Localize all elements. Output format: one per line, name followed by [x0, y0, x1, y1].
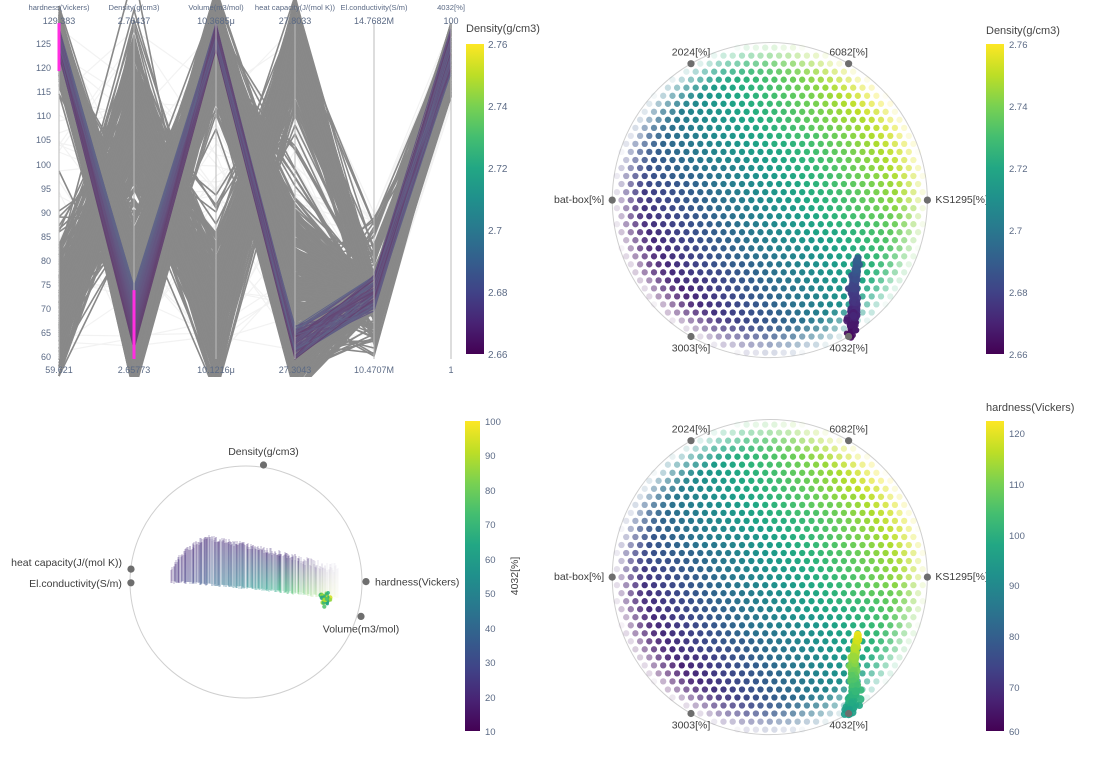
svg-text:100: 100	[36, 160, 51, 170]
svg-text:2.7: 2.7	[488, 226, 502, 237]
svg-text:90: 90	[485, 451, 496, 462]
svg-text:2.72: 2.72	[1009, 164, 1028, 175]
svg-text:27.8033: 27.8033	[279, 16, 312, 26]
svg-text:50: 50	[485, 589, 496, 600]
svg-text:10: 10	[485, 727, 496, 738]
svg-text:2024[%]: 2024[%]	[672, 47, 711, 59]
svg-text:2.76437: 2.76437	[118, 16, 151, 26]
svg-text:2.74: 2.74	[488, 102, 508, 113]
svg-text:2024[%]: 2024[%]	[672, 424, 711, 436]
svg-text:2.68: 2.68	[488, 288, 508, 299]
svg-text:2.65773: 2.65773	[118, 365, 151, 375]
svg-text:110: 110	[37, 111, 51, 121]
svg-text:27.3043: 27.3043	[279, 365, 312, 375]
svg-text:80: 80	[1009, 632, 1020, 643]
svg-text:80: 80	[41, 256, 51, 266]
svg-text:59.621: 59.621	[45, 365, 73, 375]
svg-text:Volume(m3/mol): Volume(m3/mol)	[188, 3, 244, 12]
svg-text:115: 115	[37, 87, 51, 97]
svg-text:10.3685μ: 10.3685μ	[197, 16, 235, 26]
svg-text:KS1295[%]: KS1295[%]	[935, 194, 988, 206]
svg-text:60: 60	[41, 352, 51, 362]
svg-text:65: 65	[41, 328, 51, 338]
svg-text:60: 60	[1009, 727, 1020, 738]
svg-text:hardness(Vickers): hardness(Vickers)	[375, 577, 459, 589]
svg-text:Volume(m3/mol): Volume(m3/mol)	[323, 623, 399, 635]
svg-text:2.72: 2.72	[488, 164, 508, 175]
svg-text:100: 100	[485, 417, 501, 428]
svg-text:20: 20	[485, 693, 496, 704]
svg-text:2.74: 2.74	[1009, 102, 1028, 113]
svg-text:10.4707M: 10.4707M	[354, 365, 394, 375]
svg-text:120: 120	[36, 63, 51, 73]
svg-text:90: 90	[41, 208, 51, 218]
svg-text:100: 100	[1009, 531, 1025, 542]
svg-text:10.1216μ: 10.1216μ	[197, 365, 235, 375]
svg-text:14.7682M: 14.7682M	[354, 16, 394, 26]
svg-text:4032[%]: 4032[%]	[829, 343, 868, 355]
svg-text:heat capacity(J/(mol K)): heat capacity(J/(mol K))	[11, 557, 122, 569]
svg-text:4032[%]: 4032[%]	[509, 557, 521, 596]
svg-text:60: 60	[485, 555, 496, 566]
svg-text:2.76: 2.76	[488, 40, 508, 51]
svg-text:2.7: 2.7	[1009, 226, 1022, 237]
svg-text:KS1295[%]: KS1295[%]	[935, 571, 988, 583]
svg-text:70: 70	[485, 520, 496, 531]
svg-text:Density(g/cm3): Density(g/cm3)	[228, 446, 299, 458]
svg-text:90: 90	[1009, 581, 1020, 592]
svg-text:Density(g/cm3): Density(g/cm3)	[108, 3, 160, 12]
svg-text:1: 1	[448, 365, 453, 375]
svg-text:6082[%]: 6082[%]	[829, 47, 868, 59]
svg-text:110: 110	[1009, 480, 1024, 491]
svg-text:30: 30	[485, 658, 496, 669]
svg-text:75: 75	[41, 280, 51, 290]
svg-text:2.76: 2.76	[1009, 40, 1028, 51]
svg-text:95: 95	[41, 184, 51, 194]
svg-text:6082[%]: 6082[%]	[829, 424, 868, 436]
svg-text:85: 85	[41, 232, 51, 242]
svg-text:70: 70	[1009, 683, 1020, 694]
svg-text:70: 70	[41, 304, 51, 314]
svg-text:El.conductivity(S/m): El.conductivity(S/m)	[340, 3, 408, 12]
svg-text:hardness(Vickers): hardness(Vickers)	[986, 402, 1074, 414]
svg-text:3003[%]: 3003[%]	[672, 720, 711, 732]
svg-text:Density(g/cm3): Density(g/cm3)	[466, 23, 540, 35]
svg-text:bat-box[%]: bat-box[%]	[554, 571, 604, 583]
svg-text:120: 120	[1009, 429, 1025, 440]
svg-text:105: 105	[36, 135, 51, 145]
svg-text:3003[%]: 3003[%]	[672, 343, 711, 355]
svg-text:4032[%]: 4032[%]	[829, 720, 868, 732]
svg-text:Density(g/cm3): Density(g/cm3)	[986, 25, 1060, 37]
svg-text:hardness(Vickers): hardness(Vickers)	[28, 3, 90, 12]
svg-text:bat-box[%]: bat-box[%]	[554, 194, 604, 206]
svg-text:2.66: 2.66	[1009, 350, 1028, 361]
svg-text:2.66: 2.66	[488, 350, 508, 361]
svg-text:2.68: 2.68	[1009, 288, 1028, 299]
svg-text:El.conductivity(S/m): El.conductivity(S/m)	[29, 578, 122, 590]
svg-text:125: 125	[36, 39, 51, 49]
svg-text:80: 80	[485, 486, 496, 497]
svg-text:100: 100	[443, 16, 458, 26]
svg-text:heat capacity(J/(mol K)): heat capacity(J/(mol K))	[255, 3, 336, 12]
svg-text:40: 40	[485, 624, 496, 635]
svg-text:4032[%]: 4032[%]	[437, 3, 465, 12]
